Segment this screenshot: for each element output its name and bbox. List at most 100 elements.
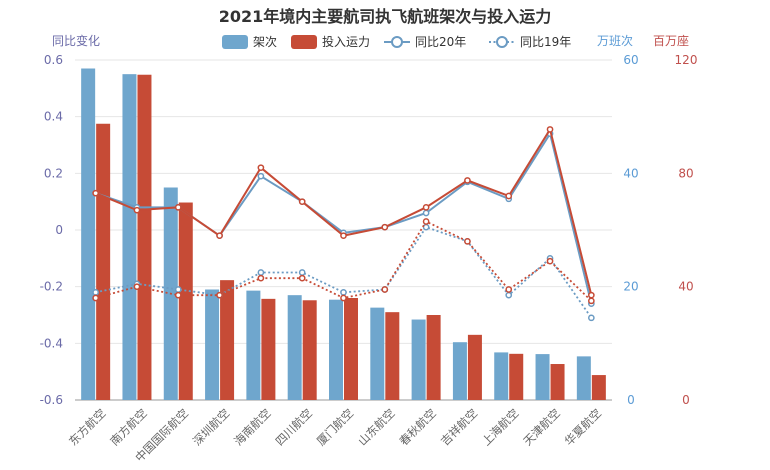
point-同比19年 (340, 288, 347, 296)
point-同比19年 (92, 288, 100, 296)
category-label: 上海航空 (479, 406, 521, 448)
lines (92, 126, 595, 322)
bar-投入运力 (344, 298, 358, 400)
bar-投入运力 (426, 315, 441, 400)
bar-投入运力 (302, 300, 317, 400)
bar-投入运力 (509, 353, 524, 400)
point-同比19年 (174, 286, 182, 293)
point-同比20年 (运力) (587, 291, 595, 299)
right-axis-1-tick-label: 0 (627, 393, 635, 407)
bar-架次 (329, 299, 343, 400)
left-axis-title: 同比变化 (52, 33, 100, 48)
legend-label-架次: 架次 (253, 35, 277, 49)
bar-架次 (122, 74, 137, 401)
point-同比20年 (运力) (381, 223, 389, 231)
right-axis-2-title: 百万座 (653, 33, 689, 48)
chart-title: 2021年境内主要航司执飞航班架次与投入运力 (219, 7, 552, 26)
right-axis-1-ticks: 0 20 40 60 (623, 53, 638, 407)
bar-投入运力 (137, 74, 152, 400)
point-同比19年 (运力) (587, 297, 595, 305)
point-同比20年 (运力) (174, 203, 182, 211)
point-同比19年 (运力) (340, 294, 347, 302)
point-同比19年 (587, 314, 595, 322)
right-axis-2-tick-label: 80 (678, 166, 693, 180)
point-同比19年 (运力) (174, 291, 182, 299)
point-同比19年 (运力) (381, 286, 389, 293)
category-label: 厦门航空 (314, 406, 356, 448)
bar-架次 (246, 290, 261, 400)
bar-投入运力 (467, 334, 482, 400)
point-同比19年 (505, 291, 513, 299)
point-同比20年 (运力) (464, 177, 471, 184)
right-axis-1-tick-label: 20 (623, 280, 638, 294)
bar-投入运力 (385, 312, 400, 400)
point-同比19年 (运力) (505, 286, 513, 293)
right-axis-2-tick-label: 120 (675, 53, 698, 67)
category-label: 南方航空 (107, 406, 149, 448)
point-同比20年 (运力) (505, 192, 513, 200)
point-同比19年 (运力) (257, 274, 265, 282)
bar-投入运力 (591, 375, 606, 400)
point-同比20年 (422, 209, 430, 217)
bar-投入运力 (178, 202, 193, 400)
point-同比19年 (运力) (422, 218, 430, 225)
point-同比20年 (运力) (298, 198, 306, 206)
bar-架次 (205, 289, 220, 400)
right-axis-1-tick-label: 40 (623, 166, 638, 180)
category-label: 吉祥航空 (438, 406, 480, 448)
point-同比20年 (运力) (546, 126, 554, 133)
legend-label-同比20年: 同比20年 (415, 35, 466, 49)
category-label: 东方航空 (66, 406, 108, 448)
left-tick-label: 0 (55, 223, 63, 237)
right-axis-2-tick-label: 40 (678, 280, 693, 294)
right-axis-2-ticks: 0 40 80 120 (675, 53, 698, 407)
point-同比19年 (运力) (133, 283, 141, 291)
bar-投入运力 (550, 364, 565, 400)
bar-架次 (411, 319, 426, 400)
left-tick-label: -0.2 (40, 280, 63, 294)
point-同比19年 (运力) (546, 257, 554, 265)
left-tick-label: -0.4 (40, 336, 63, 350)
bar-架次 (494, 352, 509, 400)
legend-label-同比19年: 同比19年 (520, 35, 571, 49)
bar-投入运力 (261, 298, 276, 400)
point-同比20年 (运力) (216, 232, 223, 240)
left-tick-label: 0.2 (44, 166, 63, 180)
right-axis-1-title: 万班次 (597, 34, 633, 48)
point-同比19年 (运力) (464, 237, 471, 245)
point-同比19年 (298, 269, 306, 276)
left-tick-label: 0.6 (44, 53, 63, 67)
legend-swatch-投入运力 (291, 35, 317, 49)
bar-架次 (535, 354, 550, 400)
right-axis-2-tick-label: 0 (682, 393, 690, 407)
category-label: 四川航空 (273, 406, 315, 448)
left-tick-label: 0.4 (44, 110, 63, 124)
bar-架次 (81, 68, 96, 400)
category-labels: 东方航空南方航空中国国际航空深圳航空海南航空四川航空厦门航空山东航空春秋航空吉祥… (66, 406, 604, 465)
bar-投入运力 (220, 280, 235, 400)
point-同比20年 (运力) (257, 164, 265, 172)
category-label: 春秋航空 (397, 406, 439, 448)
point-同比19年 (运力) (216, 291, 223, 299)
point-同比19年 (422, 223, 430, 231)
left-tick-label: -0.6 (40, 393, 63, 407)
bar-架次 (370, 307, 385, 400)
point-同比20年 (运力) (92, 189, 100, 197)
bar-架次 (576, 356, 591, 400)
bar-架次 (452, 342, 467, 400)
point-同比20年 (运力) (133, 206, 141, 214)
bar-投入运力 (96, 123, 111, 400)
point-同比20年 (运力) (340, 232, 347, 240)
legend-swatch-架次 (222, 35, 248, 49)
point-同比19年 (运力) (92, 294, 100, 302)
right-axis-1-tick-label: 60 (623, 53, 638, 67)
left-axis-ticks: -0.6 -0.4 -0.2 0 0.2 0.4 0.6 (40, 53, 63, 407)
legend-marker-同比19年 (496, 36, 508, 48)
category-label: 山东航空 (355, 406, 397, 448)
point-同比19年 (257, 269, 265, 276)
category-label: 海南航空 (231, 406, 273, 448)
legend-label-投入运力: 投入运力 (322, 34, 370, 49)
point-同比20年 (257, 172, 265, 180)
bar-架次 (287, 295, 302, 400)
